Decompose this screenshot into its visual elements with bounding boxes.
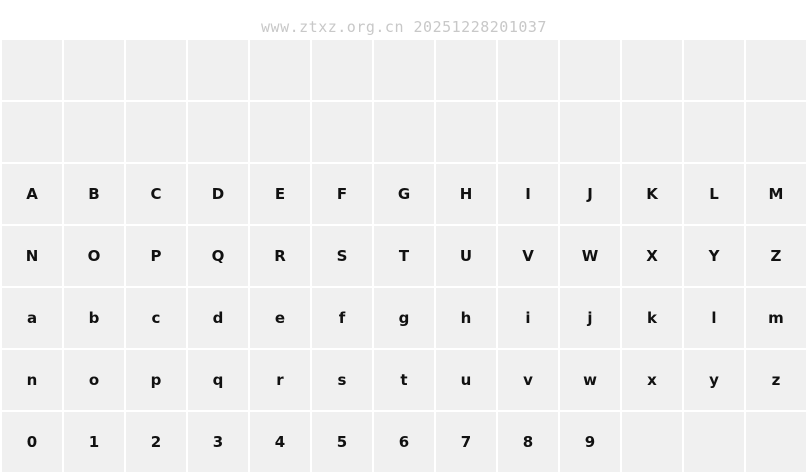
glyph-cell-t: t [374,350,434,410]
glyph-cell-o: o [64,350,124,410]
glyph-cell-empty [560,40,620,100]
glyph-cell-O: O [64,226,124,286]
glyph-cell-7: 7 [436,412,496,472]
glyph-cell-U: U [436,226,496,286]
glyph-cell-empty [312,40,372,100]
glyph-cell-d: d [188,288,248,348]
glyph-cell-empty [746,40,806,100]
glyph-cell-empty [498,40,558,100]
glyph-cell-G: G [374,164,434,224]
glyph-cell-v: v [498,350,558,410]
glyph-cell-F: F [312,164,372,224]
glyph-cell-j: j [560,288,620,348]
glyph-cell-empty [126,40,186,100]
glyph-cell-A: A [2,164,62,224]
glyph-cell-H: H [436,164,496,224]
glyph-cell-5: 5 [312,412,372,472]
glyph-cell-c: c [126,288,186,348]
glyph-cell-8: 8 [498,412,558,472]
glyph-cell-empty [622,40,682,100]
glyph-cell-e: e [250,288,310,348]
glyph-cell-empty [374,102,434,162]
glyph-cell-empty [684,40,744,100]
glyph-cell-Y: Y [684,226,744,286]
glyph-cell-i: i [498,288,558,348]
glyph-cell-D: D [188,164,248,224]
glyph-cell-3: 3 [188,412,248,472]
glyph-cell-l: l [684,288,744,348]
glyph-cell-empty [374,40,434,100]
glyph-cell-s: s [312,350,372,410]
glyph-cell-n: n [2,350,62,410]
glyph-cell-J: J [560,164,620,224]
glyph-cell-P: P [126,226,186,286]
glyph-cell-empty [188,102,248,162]
glyph-cell-empty [560,102,620,162]
glyph-cell-X: X [622,226,682,286]
glyph-cell-y: y [684,350,744,410]
glyph-cell-S: S [312,226,372,286]
glyph-cell-empty [126,102,186,162]
glyph-cell-L: L [684,164,744,224]
glyph-cell-2: 2 [126,412,186,472]
glyph-cell-x: x [622,350,682,410]
glyph-cell-empty [436,40,496,100]
glyph-cell-q: q [188,350,248,410]
glyph-cell-W: W [560,226,620,286]
glyph-cell-T: T [374,226,434,286]
glyph-cell-E: E [250,164,310,224]
glyph-cell-empty [498,102,558,162]
glyph-cell-a: a [2,288,62,348]
glyph-cell-Q: Q [188,226,248,286]
glyph-cell-1: 1 [64,412,124,472]
glyph-cell-g: g [374,288,434,348]
glyph-cell-R: R [250,226,310,286]
glyph-cell-empty [622,412,682,472]
glyph-cell-h: h [436,288,496,348]
glyph-cell-f: f [312,288,372,348]
glyph-cell-K: K [622,164,682,224]
glyph-cell-p: p [126,350,186,410]
glyph-cell-b: b [64,288,124,348]
glyph-cell-empty [622,102,682,162]
glyph-cell-w: w [560,350,620,410]
glyph-cell-r: r [250,350,310,410]
glyph-cell-empty [2,40,62,100]
glyph-cell-0: 0 [2,412,62,472]
glyph-cell-Z: Z [746,226,806,286]
glyph-cell-V: V [498,226,558,286]
glyph-cell-N: N [2,226,62,286]
glyph-cell-empty [2,102,62,162]
glyph-cell-empty [684,102,744,162]
glyph-cell-k: k [622,288,682,348]
glyph-cell-9: 9 [560,412,620,472]
watermark-text: www.ztxz.org.cn 20251228201037 [261,18,547,36]
glyph-cell-empty [64,40,124,100]
glyph-cell-4: 4 [250,412,310,472]
glyph-cell-empty [250,102,310,162]
glyph-cell-I: I [498,164,558,224]
glyph-cell-empty [312,102,372,162]
glyph-cell-empty [684,412,744,472]
glyph-cell-C: C [126,164,186,224]
glyph-cell-empty [746,102,806,162]
glyph-cell-z: z [746,350,806,410]
glyph-cell-empty [64,102,124,162]
glyph-cell-M: M [746,164,806,224]
glyph-cell-empty [746,412,806,472]
glyph-cell-u: u [436,350,496,410]
glyph-cell-empty [188,40,248,100]
glyph-cell-empty [250,40,310,100]
glyph-cell-m: m [746,288,806,348]
glyph-cell-B: B [64,164,124,224]
glyph-cell-empty [436,102,496,162]
glyph-cell-6: 6 [374,412,434,472]
